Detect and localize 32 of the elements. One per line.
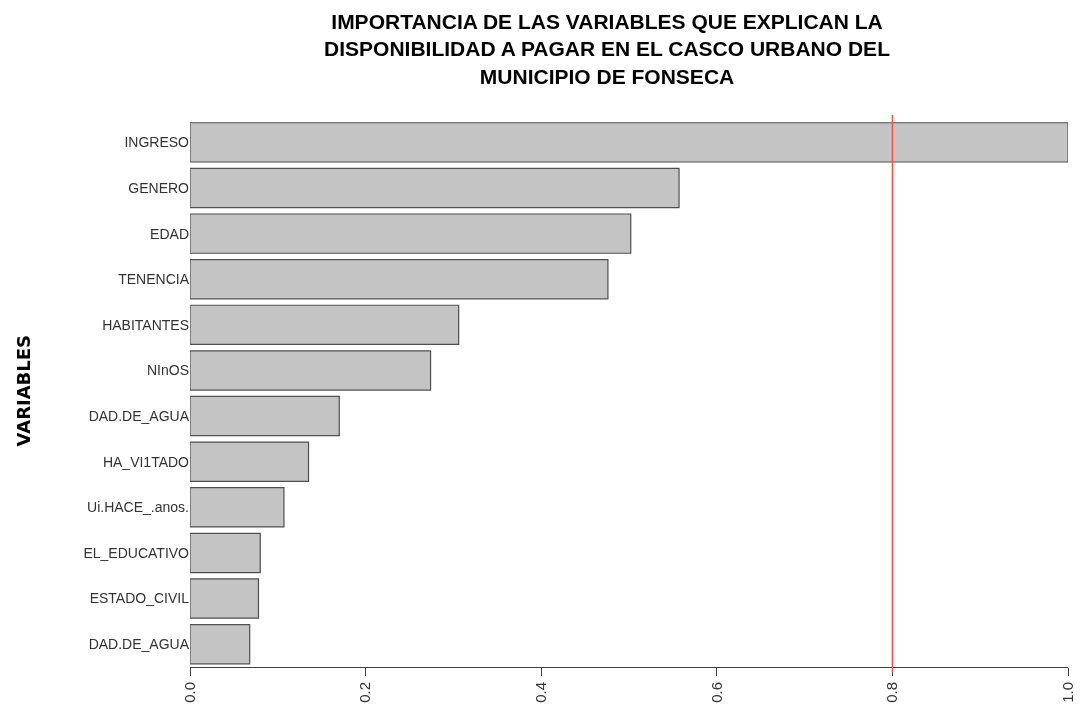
y-tick-label: EDAD xyxy=(150,225,189,242)
x-tick-label: 0.0 xyxy=(180,682,198,703)
bar xyxy=(190,350,432,391)
x-tick-label: 0.2 xyxy=(356,682,374,703)
y-tick-label: HABITANTES xyxy=(102,316,189,333)
x-tick-label: 0.8 xyxy=(883,682,901,703)
bar xyxy=(190,623,251,665)
y-tick-label: EL_EDUCATIVO xyxy=(83,544,190,561)
bar xyxy=(190,441,310,482)
x-tick-label: 0.6 xyxy=(707,682,725,703)
chart-title: IMPORTANCIA DE LAS VARIABLES QUE EXPLICAN LA DISPONIBILIDAD A PAGAR EN EL CASCO URBANO DEL MUNICIPIO DE FONSECA xyxy=(324,9,891,88)
bar xyxy=(190,487,285,528)
bar xyxy=(190,578,260,619)
y-tick-label: DAD.DE_AGUA xyxy=(88,636,190,653)
y-tick-label: NInOS xyxy=(146,362,189,379)
bar xyxy=(190,167,680,209)
bar xyxy=(190,213,632,254)
bar xyxy=(190,304,460,346)
y-tick-label: INGRESO xyxy=(124,134,190,151)
x-tick-label: 1.0 xyxy=(1058,682,1076,703)
y-tick-label: HA_VI1TADO xyxy=(102,453,190,470)
bar xyxy=(190,259,609,300)
y-tick-label: ESTADO_CIVIL xyxy=(89,590,190,607)
y-axis-title: VARIABLES xyxy=(12,334,34,447)
x-tick-label: 0.4 xyxy=(532,682,550,703)
y-tick-label: DAD.DE_AGUA xyxy=(88,407,190,424)
bar xyxy=(190,532,261,574)
bar xyxy=(190,395,340,437)
y-tick-label: Ui.HACE_.anos. xyxy=(87,499,189,516)
y-tick-label: TENENCIA xyxy=(118,271,190,288)
bar xyxy=(190,122,1068,163)
y-tick-label: GENERO xyxy=(128,179,190,196)
